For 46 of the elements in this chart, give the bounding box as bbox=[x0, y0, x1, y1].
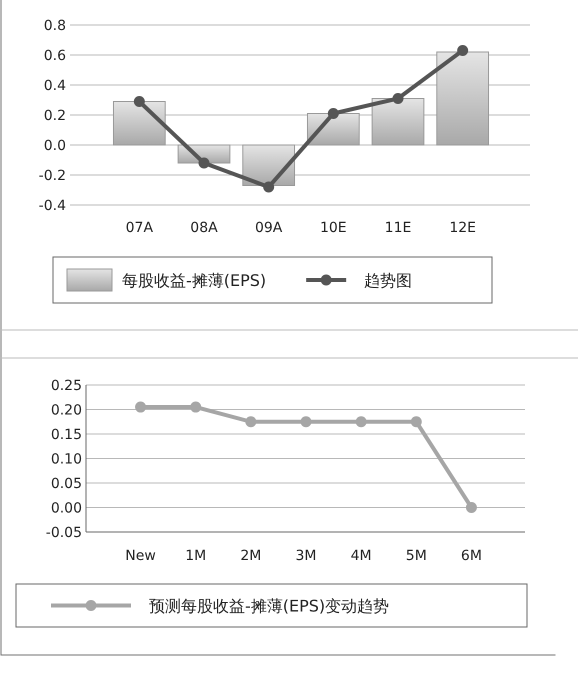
y-tick-label: 0.4 bbox=[44, 78, 66, 94]
y-tick-label: 0.00 bbox=[50, 500, 82, 516]
point bbox=[300, 416, 312, 428]
x-tick-label: 09A bbox=[254, 220, 283, 236]
y-tick-label: -0.05 bbox=[46, 525, 82, 541]
point bbox=[392, 93, 404, 104]
x-tick-label: 08A bbox=[190, 220, 218, 236]
y-tick-label: 0.25 bbox=[50, 378, 82, 394]
y-tick-label: 0.15 bbox=[50, 427, 82, 443]
x-tick-label: 07A bbox=[126, 220, 154, 236]
point bbox=[466, 502, 477, 513]
bar bbox=[436, 52, 490, 146]
x-tick-label: 10E bbox=[320, 220, 347, 236]
point bbox=[135, 402, 146, 413]
x-tick-label: 11E bbox=[384, 220, 412, 236]
y-tick-label: 0.2 bbox=[44, 108, 66, 124]
x-tick-label: 3M bbox=[296, 548, 316, 564]
y-tick-label: -0.2 bbox=[38, 168, 66, 184]
point bbox=[263, 182, 274, 192]
point bbox=[328, 108, 339, 119]
point bbox=[410, 416, 422, 428]
point bbox=[245, 416, 256, 428]
bar bbox=[372, 98, 424, 146]
x-tick-label: 6M bbox=[460, 548, 482, 564]
legend-label: 趋势图 bbox=[364, 271, 412, 290]
bar bbox=[112, 101, 166, 146]
point bbox=[198, 158, 210, 168]
point bbox=[134, 96, 145, 107]
y-tick-label: 0.10 bbox=[50, 452, 82, 468]
x-tick-label: New bbox=[125, 548, 156, 564]
point bbox=[190, 402, 202, 413]
y-tick-label: 0.20 bbox=[50, 402, 82, 418]
point bbox=[457, 45, 468, 56]
x-tick-label: 2M bbox=[240, 548, 262, 564]
y-tick-label: 0.0 bbox=[44, 138, 66, 154]
x-tick-label: 12E bbox=[449, 220, 476, 236]
y-tick-label: 0.6 bbox=[44, 48, 66, 64]
x-tick-label: 4M bbox=[350, 548, 372, 564]
y-tick-label: 0.8 bbox=[44, 18, 66, 34]
x-tick-label: 1M bbox=[185, 548, 206, 564]
y-tick-label: -0.4 bbox=[38, 198, 66, 214]
legend-label: 预测每股收益-摊薄(EPS)变动趋势 bbox=[149, 596, 390, 616]
y-tick-label: 0.05 bbox=[50, 476, 82, 492]
point bbox=[356, 416, 367, 428]
x-tick-label: 5M bbox=[406, 548, 427, 564]
legend-label: 每股收益-摊薄(EPS) bbox=[122, 271, 266, 290]
